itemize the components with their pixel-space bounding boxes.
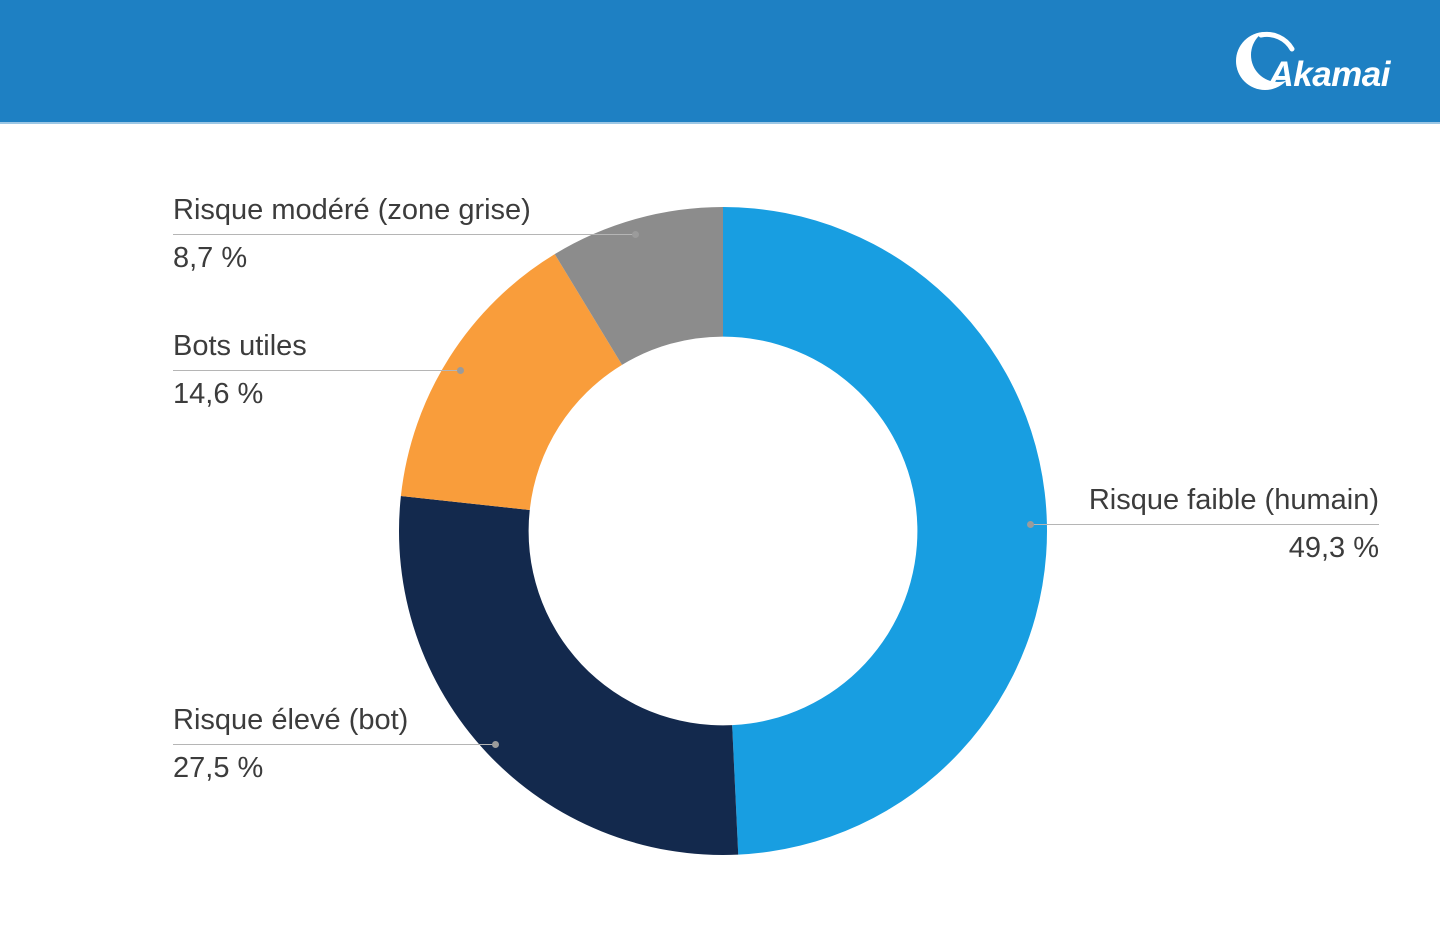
- donut-slice-3: [554, 207, 723, 365]
- slice-value: 49,3 %: [1288, 532, 1379, 564]
- akamai-logo: Akamai: [1236, 26, 1390, 94]
- callout-risque-eleve: Risque élevé (bot) 27,5 %: [173, 704, 499, 785]
- donut-slice-2: [400, 254, 623, 510]
- donut-slice-0: [723, 207, 1048, 855]
- slice-value: 14,6 %: [173, 378, 264, 410]
- callout-risque-modere: Risque modéré (zone grise) 8,7 %: [173, 194, 639, 275]
- akamai-logo-text: Akamai: [1268, 55, 1390, 94]
- donut-slice-1: [399, 495, 739, 855]
- leader-dot: [1027, 521, 1034, 528]
- leader-dot: [632, 231, 639, 238]
- slice-value: 8,7 %: [173, 242, 248, 274]
- header-bar: Akamai: [0, 0, 1440, 124]
- slice-value: 27,5 %: [173, 752, 264, 784]
- leader-line: [173, 231, 639, 238]
- slice-label: Risque faible (humain): [1088, 484, 1379, 516]
- akamai-wave-icon: [1236, 28, 1299, 90]
- slice-label: Risque élevé (bot): [173, 704, 409, 736]
- leader-line: [1027, 521, 1379, 528]
- slice-label: Risque modéré (zone grise): [173, 194, 531, 226]
- callout-risque-faible: Risque faible (humain) 49,3 %: [1027, 484, 1379, 565]
- leader-dot: [457, 367, 464, 374]
- leader-line: [173, 741, 499, 748]
- callout-bots-utiles: Bots utiles 14,6 %: [173, 330, 464, 411]
- leader-dot: [492, 741, 499, 748]
- donut-chart: [399, 207, 1048, 855]
- leader-line: [173, 367, 464, 374]
- slice-label: Bots utiles: [173, 330, 307, 362]
- donut-chart-figure: Risque modéré (zone grise) 8,7 % Bots ut…: [0, 124, 1440, 925]
